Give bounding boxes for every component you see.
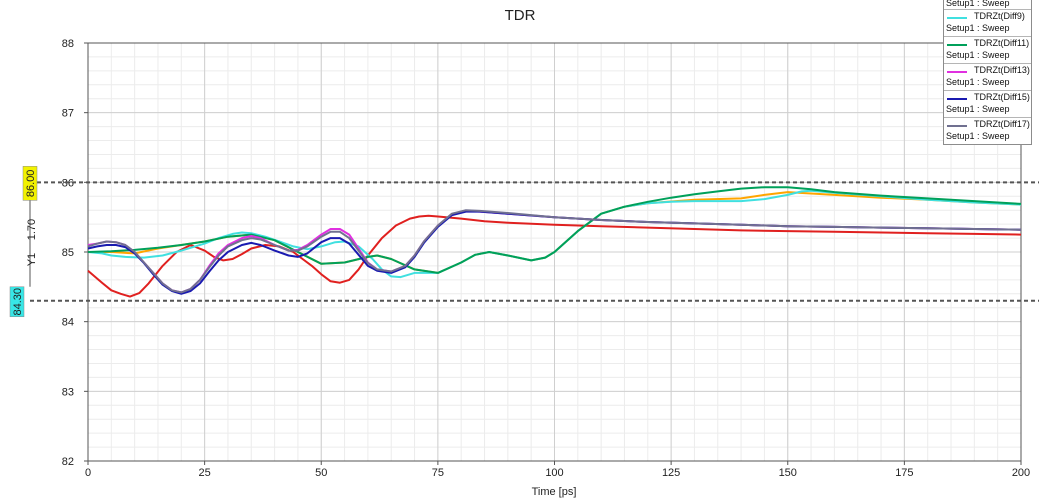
legend-separator <box>944 90 1031 91</box>
legend-sub-label: Setup1 : Sweep <box>946 0 1010 8</box>
x-tick-label: 75 <box>432 467 444 479</box>
legend-swatch <box>947 17 967 19</box>
legend-series-name: TDRZt(Diff13) <box>974 65 1030 75</box>
lower-marker-label: 84.30 <box>12 288 24 316</box>
y-tick-label: 82 <box>62 456 74 468</box>
legend-entry[interactable]: TDRZt(Diff9) Setup1 : Sweep <box>944 10 1031 36</box>
legend-swatch <box>947 98 967 100</box>
legend-sub-label: Setup1 : Sweep <box>946 77 1010 87</box>
legend-swatch <box>947 125 967 127</box>
legend-series-name: TDRZt(Diff9) <box>974 11 1025 21</box>
y-axis-label: Y1 <box>26 253 38 266</box>
upper-marker-label: 86.00 <box>25 170 37 198</box>
legend-sub-label: Setup1 : Sweep <box>946 50 1010 60</box>
y-tick-label: 88 <box>62 38 74 50</box>
x-tick-label: 50 <box>315 467 327 479</box>
legend-separator <box>944 117 1031 118</box>
y-axis-ticks: 82838485868788 <box>62 38 88 468</box>
legend[interactable]: Setup1 : Sweep TDRZt(Diff9) Setup1 : Swee… <box>943 0 1032 145</box>
delta-label: 1.70 <box>26 219 38 240</box>
x-axis-ticks: 0 25 50 75 100 125 150 175 200 <box>85 461 1030 479</box>
legend-entry[interactable]: TDRZt(Diff11) Setup1 : Sweep <box>944 37 1031 63</box>
legend-separator <box>944 36 1031 37</box>
x-tick-label: 200 <box>1012 467 1030 479</box>
legend-series-name: TDRZt(Diff15) <box>974 92 1030 102</box>
lower-marker-tag[interactable] <box>9 286 25 318</box>
series-line-3 <box>87 186 1022 274</box>
x-tick-label: 150 <box>779 467 797 479</box>
legend-series-name: TDRZt(Diff11) <box>974 38 1030 48</box>
series-line-6 <box>87 209 1022 294</box>
y-tick-label: 85 <box>62 247 74 259</box>
legend-entry[interactable]: TDRZt(Diff15) Setup1 : Sweep <box>944 91 1031 117</box>
x-tick-label: 100 <box>545 467 563 479</box>
legend-separator <box>944 9 1031 10</box>
x-tick-label: 175 <box>895 467 913 479</box>
y-tick-label: 87 <box>62 108 74 120</box>
legend-swatch <box>947 44 967 46</box>
x-tick-label: 0 <box>85 467 91 479</box>
legend-entry[interactable]: TDRZt(Diff13) Setup1 : Sweep <box>944 64 1031 90</box>
marker-layer[interactable]: 86.00 84.30 1.70 Y1 <box>9 166 1039 318</box>
legend-entry[interactable]: TDRZt(Diff17) Setup1 : Sweep <box>944 118 1031 144</box>
chart-title: TDR <box>505 7 536 24</box>
legend-sub-label: Setup1 : Sweep <box>946 131 1010 141</box>
legend-swatch <box>947 71 967 73</box>
legend-series-name: TDRZt(Diff17) <box>974 119 1030 129</box>
series-layer <box>87 186 1022 298</box>
x-tick-label: 125 <box>662 467 680 479</box>
legend-separator <box>944 63 1031 64</box>
x-axis-label: Time [ps] <box>532 486 577 498</box>
x-tick-label: 25 <box>199 467 211 479</box>
legend-sub-label: Setup1 : Sweep <box>946 104 1010 114</box>
series-line-0 <box>87 214 1022 298</box>
y-tick-label: 84 <box>62 317 74 329</box>
legend-sub-label: Setup1 : Sweep <box>946 23 1010 33</box>
y-tick-label: 83 <box>62 386 74 398</box>
